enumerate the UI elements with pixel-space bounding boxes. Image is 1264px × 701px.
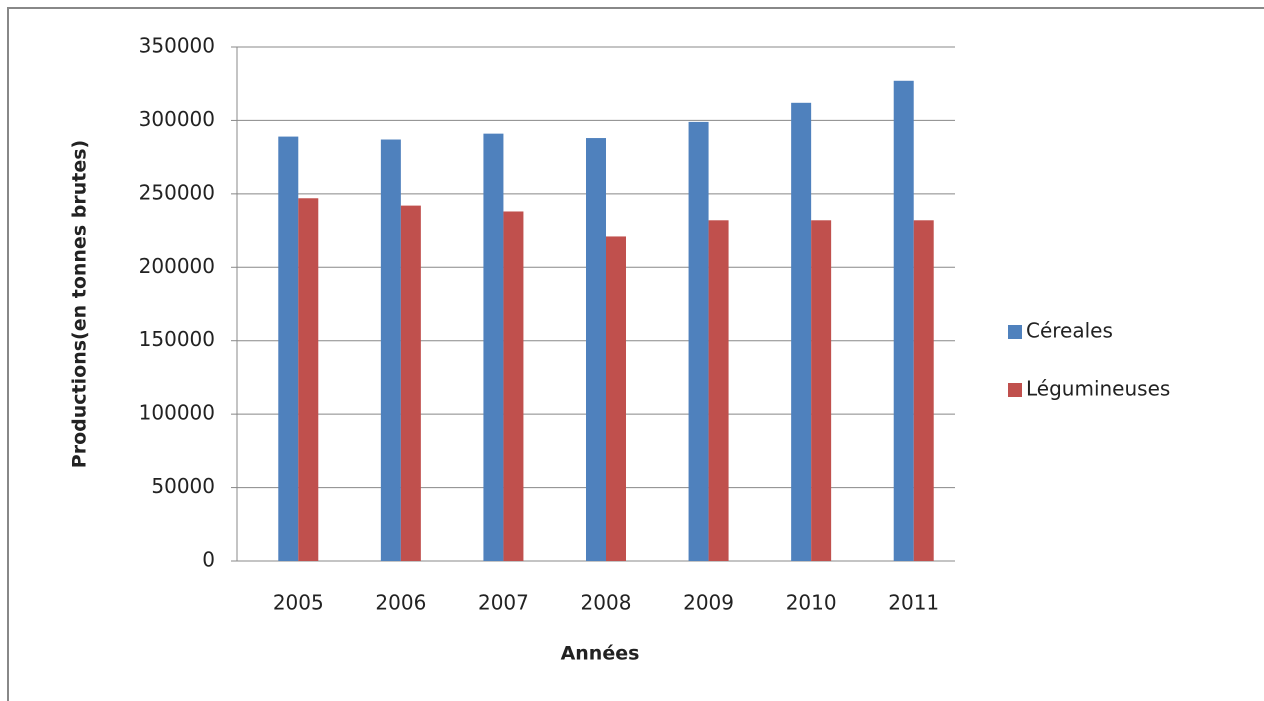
bar <box>708 220 729 561</box>
bar <box>483 133 504 561</box>
x-tick-label: 2007 <box>478 591 529 615</box>
y-tick-label: 0 <box>202 548 215 572</box>
y-tick-label: 200000 <box>139 254 215 278</box>
y-tick-label: 50000 <box>151 474 215 498</box>
bar <box>380 139 401 561</box>
bar <box>586 138 606 561</box>
x-axis-title: Années <box>561 643 640 665</box>
x-tick-label: 2011 <box>888 591 939 615</box>
bar <box>400 205 421 561</box>
bar <box>606 236 626 561</box>
legend-label: Céreales <box>1026 319 1113 343</box>
bar <box>503 211 524 562</box>
x-tick-label: 2009 <box>683 591 734 615</box>
bar <box>893 80 914 561</box>
y-axis-title: Productions(en tonnes brutes) <box>69 140 91 468</box>
x-tick-label: 2010 <box>786 591 837 615</box>
chart-frame <box>7 7 1264 701</box>
y-tick-label: 250000 <box>139 180 215 204</box>
y-tick-label: 300000 <box>139 107 215 131</box>
bar <box>811 220 832 561</box>
legend-label: Légumineuses <box>1026 377 1170 401</box>
y-tick-label: 100000 <box>139 401 215 425</box>
x-tick-label: 2006 <box>375 591 426 615</box>
bar <box>791 102 812 561</box>
y-tick-label: 350000 <box>139 34 215 58</box>
bar <box>913 220 934 561</box>
bar <box>278 136 299 561</box>
x-tick-label: 2008 <box>581 591 632 615</box>
y-tick-label: 150000 <box>139 327 215 351</box>
bar <box>688 121 709 561</box>
bar <box>298 198 319 561</box>
x-tick-label: 2005 <box>273 591 324 615</box>
legend-swatch <box>1008 383 1022 397</box>
legend-swatch <box>1008 325 1022 339</box>
